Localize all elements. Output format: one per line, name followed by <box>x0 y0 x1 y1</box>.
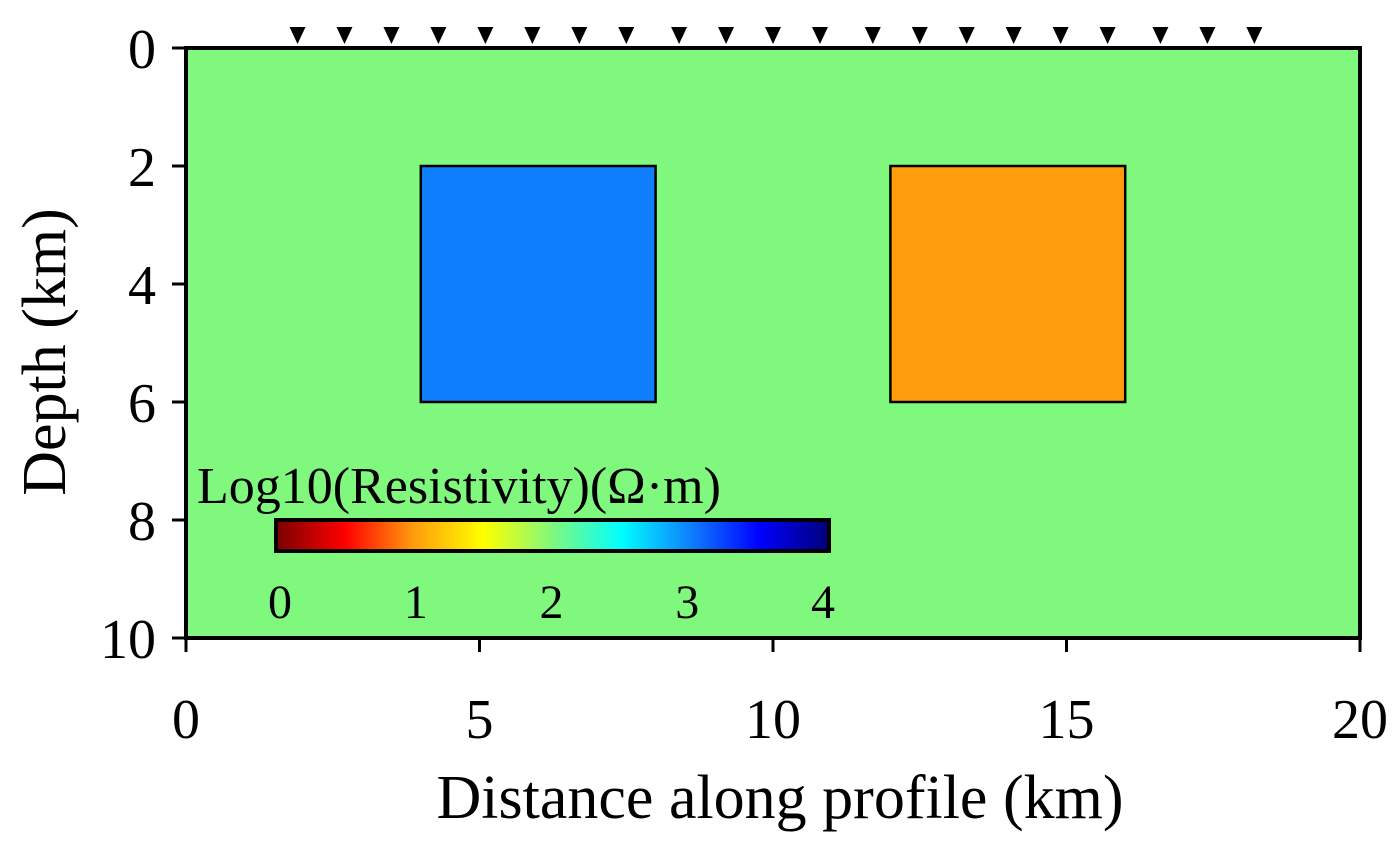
colorbar-tick-label: 2 <box>540 576 564 629</box>
y-tick-label: 2 <box>128 137 156 199</box>
x-tick-label: 10 <box>745 689 801 751</box>
station-marker-icon <box>477 27 494 44</box>
y-axis: 0 2 4 6 8 10 <box>100 19 186 671</box>
station-marker-icon <box>911 27 928 44</box>
colorbar-tick-label: 4 <box>811 576 835 629</box>
station-marker-icon <box>1199 27 1216 44</box>
station-marker-icon <box>289 27 306 44</box>
colorbar-tick-labels: 0 1 2 3 4 <box>268 576 835 629</box>
x-tick-label: 15 <box>1039 689 1095 751</box>
y-tick-label: 0 <box>128 19 156 81</box>
station-marker-icon <box>571 27 588 44</box>
station-marker-icon <box>524 27 541 44</box>
station-marker-icon <box>1005 27 1022 44</box>
station-marker-icon <box>864 27 881 44</box>
anomaly-blocks <box>419 164 1127 404</box>
y-tick-label: 10 <box>100 609 156 671</box>
station-marker-icon <box>618 27 635 44</box>
y-tick-label: 8 <box>128 491 156 553</box>
colorbar-tick-label: 1 <box>404 576 428 629</box>
station-marker-icon <box>1152 27 1169 44</box>
x-tick-label: 5 <box>466 689 494 751</box>
station-marker-icon <box>718 27 735 44</box>
station-marker-icon <box>958 27 975 44</box>
y-tick-label: 6 <box>128 373 156 435</box>
colorbar-title: Log10(Resistivity)(Ω·m) <box>197 458 721 515</box>
station-marker-icon <box>811 27 828 44</box>
station-marker-icon <box>671 27 688 44</box>
station-marker-icon <box>1052 27 1069 44</box>
colorbar-tick-label: 0 <box>268 576 292 629</box>
colorbar: Log10(Resistivity)(Ω·m) 0 1 2 3 4 <box>197 458 835 629</box>
station-marker-icon <box>383 27 400 44</box>
station-marker-icon <box>765 27 781 44</box>
station-marker-icon <box>1246 27 1263 44</box>
resistivity-block-1 <box>419 164 657 404</box>
colorbar-ramp <box>274 518 831 553</box>
x-axis: 0 5 10 15 20 <box>172 638 1388 751</box>
station-marker-icon <box>1099 27 1116 44</box>
colorbar-tick-label: 3 <box>675 576 699 629</box>
station-marker-icon <box>336 27 353 44</box>
y-tick-label: 4 <box>128 255 156 317</box>
station-marker-icon <box>430 27 447 44</box>
station-markers <box>289 27 1263 44</box>
resistivity-block-2 <box>889 164 1127 404</box>
x-tick-label: 20 <box>1332 689 1388 751</box>
y-axis-title: Depth (km) <box>11 208 79 496</box>
x-tick-label: 0 <box>172 689 200 751</box>
x-axis-title: Distance along profile (km) <box>437 764 1124 832</box>
